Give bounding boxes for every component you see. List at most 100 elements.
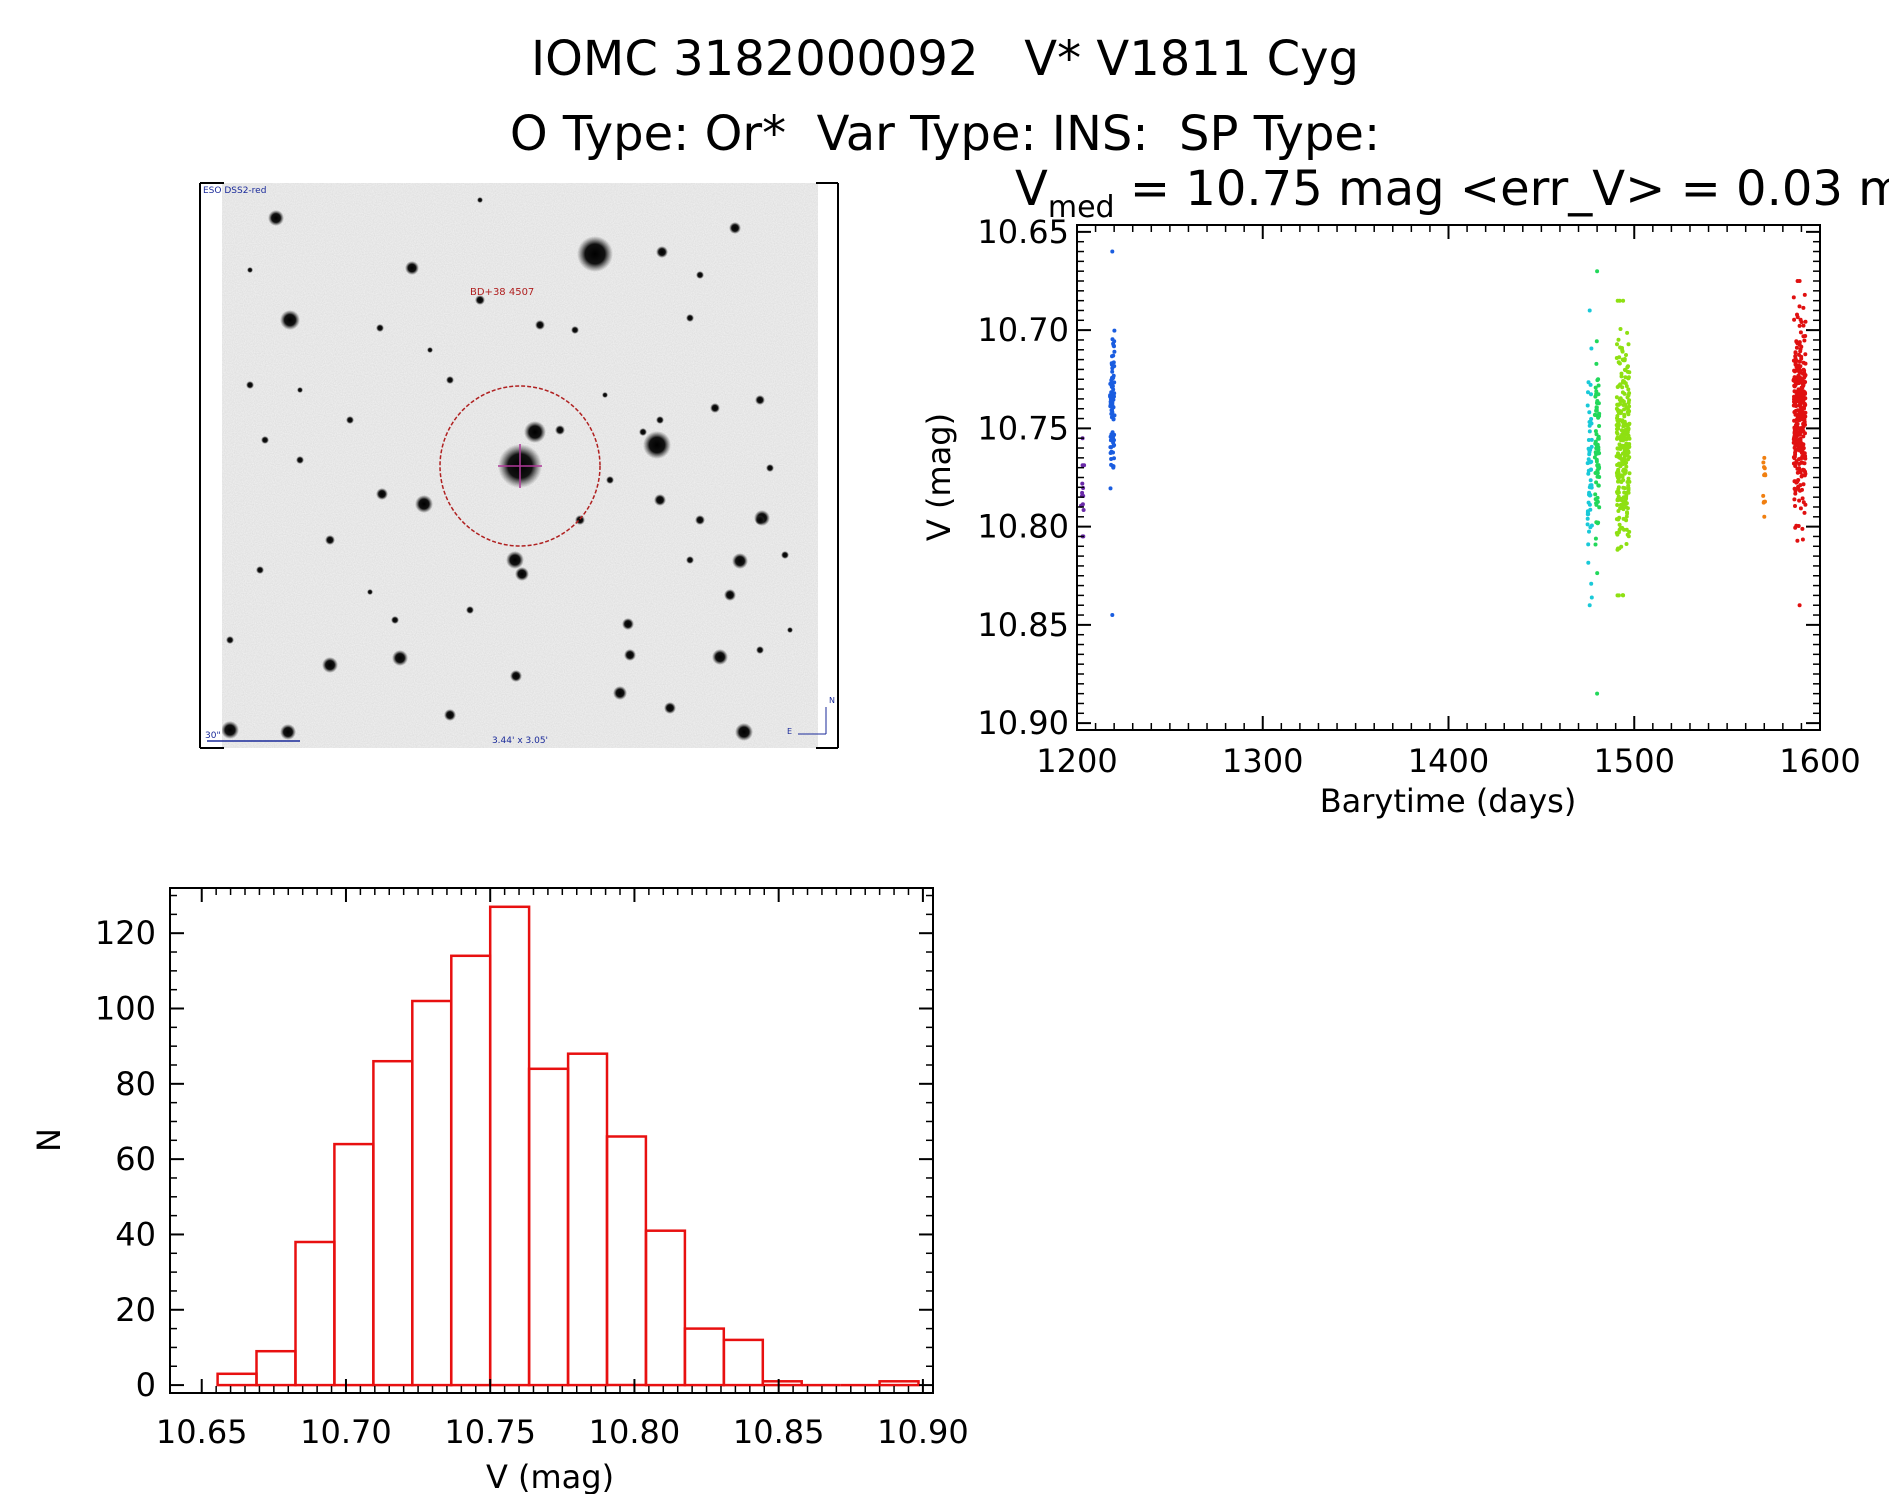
finder-star — [664, 702, 676, 714]
finder-star — [766, 464, 774, 472]
hist-x-tick-label: 10.80 — [589, 1413, 681, 1451]
light-curve-point — [1616, 593, 1621, 598]
finder-star — [427, 347, 433, 353]
light-curve-point — [1792, 497, 1797, 502]
light-curve-point — [1616, 530, 1621, 535]
light-curve-point — [1801, 323, 1806, 328]
light-curve-point — [1619, 473, 1624, 478]
light-curve-point — [1623, 468, 1628, 473]
light-curve-point — [1792, 389, 1797, 394]
light-curve-point — [1585, 461, 1590, 466]
light-curve-point — [1109, 457, 1114, 461]
light-curve-point — [1622, 391, 1627, 396]
light-curve-point — [1626, 364, 1630, 369]
histogram-bar — [566, 1052, 609, 1387]
light-curve-ylabel: V (mag) — [920, 413, 958, 541]
light-curve-point — [1793, 504, 1797, 508]
light-curve-point — [1799, 474, 1804, 479]
light-curve-point — [1794, 358, 1799, 363]
title-v-subscript: med — [1048, 190, 1115, 225]
light-curve-point — [1795, 365, 1800, 370]
light-curve-point — [1110, 436, 1114, 441]
hist-x-tick-label: 10.90 — [877, 1413, 969, 1451]
light-curve-point — [1803, 380, 1808, 384]
finder-star — [261, 436, 269, 444]
light-curve-point — [1110, 249, 1115, 254]
light-curve-point — [1586, 542, 1591, 547]
light-curve-point — [1627, 421, 1632, 426]
finder-star — [712, 649, 728, 665]
light-curve-point — [1803, 319, 1808, 324]
finder-star — [475, 295, 485, 305]
light-curve-point — [1619, 456, 1624, 461]
light-curve-point — [1803, 402, 1808, 407]
finder-star — [296, 456, 304, 464]
finder-star — [624, 649, 636, 661]
histogram-bar — [450, 954, 492, 1387]
light-curve-point — [1595, 378, 1600, 383]
light-curve-point — [1801, 399, 1806, 404]
light-curve-point — [1798, 483, 1803, 488]
light-curve-point — [1626, 476, 1631, 481]
title-line-2: O Type: Or* Var Type: INS: SP Type: — [510, 106, 1380, 162]
light-curve-point — [1111, 465, 1116, 470]
light-curve-point — [1792, 384, 1797, 389]
light-curve-point — [1587, 502, 1592, 507]
light-curve-point — [1621, 399, 1626, 404]
light-curve-point — [1593, 429, 1598, 434]
light-curve-point — [1615, 547, 1620, 552]
light-curve-point — [1080, 481, 1085, 486]
light-curve-point — [1619, 428, 1624, 433]
light-curve-point — [1586, 560, 1591, 565]
light-curve-point — [1080, 463, 1085, 468]
hist-y-tick-label: 120 — [95, 914, 156, 952]
histogram-bar — [333, 1142, 375, 1387]
light-curve-point — [1800, 526, 1805, 531]
light-curve-point — [1594, 389, 1599, 394]
light-curve-point — [1110, 337, 1115, 342]
light-curve-point — [1626, 387, 1631, 392]
light-curve-point — [1589, 523, 1594, 528]
light-curve-point — [1110, 376, 1115, 381]
light-curve-point — [1800, 377, 1805, 381]
finder-star — [535, 320, 545, 330]
light-curve-point — [1799, 460, 1804, 465]
light-curve-point — [1587, 448, 1592, 452]
light-curve-point — [1802, 468, 1806, 473]
light-curve-point — [1791, 295, 1796, 300]
light-curve-point — [1587, 493, 1592, 498]
light-curve-point — [1803, 502, 1808, 507]
light-curve-point — [1585, 522, 1590, 527]
light-curve-point — [1618, 399, 1623, 403]
light-curve-point — [1793, 379, 1798, 384]
light-curve-point — [1619, 371, 1624, 376]
light-curve-point — [1618, 506, 1623, 511]
light-curve-point — [1615, 491, 1620, 496]
light-curve-point — [1597, 424, 1602, 428]
light-curve-point — [1797, 279, 1802, 283]
light-curve-point — [1624, 505, 1629, 510]
light-curve-point — [1761, 460, 1766, 465]
light-curve-point — [1622, 486, 1627, 491]
light-curve-point — [1112, 349, 1117, 354]
light-curve-point — [1108, 381, 1113, 386]
light-curve-point — [1625, 453, 1630, 458]
light-curve-point — [1109, 361, 1114, 366]
light-curve-point — [1801, 406, 1806, 411]
y-tick-label: 10.80 — [977, 508, 1069, 546]
x-tick-label: 1300 — [1222, 742, 1303, 780]
finder-star — [732, 553, 748, 569]
title-line-1: IOMC 3182000092 V* V1811 Cyg — [531, 31, 1359, 87]
light-curve-point — [1803, 361, 1808, 366]
light-curve-point — [1111, 343, 1116, 348]
light-curve-point — [1802, 390, 1807, 395]
light-curve-xlabel: Barytime (days) — [1320, 782, 1577, 820]
light-curve-point — [1762, 455, 1767, 460]
light-curve-point — [1112, 328, 1117, 333]
light-curve-point — [1587, 420, 1592, 424]
finder-star — [755, 395, 765, 405]
light-curve-point — [1594, 339, 1599, 344]
light-curve-point — [1792, 402, 1797, 407]
light-curve-point — [1799, 456, 1804, 461]
light-curve-point — [1793, 461, 1798, 466]
